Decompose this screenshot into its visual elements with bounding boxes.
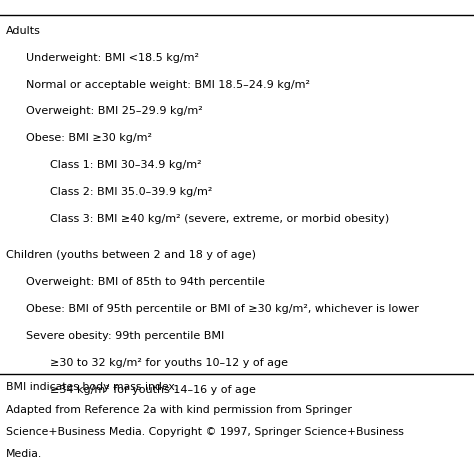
Text: Children (youths between 2 and 18 y of age): Children (youths between 2 and 18 y of a… [6,250,255,260]
Text: ≥30 to 32 kg/m² for youths 10–12 y of age: ≥30 to 32 kg/m² for youths 10–12 y of ag… [50,358,288,368]
Text: Class 1: BMI 30–34.9 kg/m²: Class 1: BMI 30–34.9 kg/m² [50,160,201,171]
Text: Adapted from Reference 2a with kind permission from Springer: Adapted from Reference 2a with kind perm… [6,405,352,415]
Text: BMI indicates body mass index.: BMI indicates body mass index. [6,382,178,392]
Text: Normal or acceptable weight: BMI 18.5–24.9 kg/m²: Normal or acceptable weight: BMI 18.5–24… [26,80,310,90]
Text: Severe obesity: 99th percentile BMI: Severe obesity: 99th percentile BMI [26,331,224,341]
Text: Obese: BMI ≥30 kg/m²: Obese: BMI ≥30 kg/m² [26,133,152,144]
Text: Obese: BMI of 95th percentile or BMI of ≥30 kg/m², whichever is lower: Obese: BMI of 95th percentile or BMI of … [26,304,419,314]
Text: Adults: Adults [6,26,41,36]
Text: ≥34 kg/m² for youths 14–16 y of age: ≥34 kg/m² for youths 14–16 y of age [50,385,255,395]
Text: Media.: Media. [6,449,42,459]
Text: Science+Business Media. Copyright © 1997, Springer Science+Business: Science+Business Media. Copyright © 1997… [6,427,403,437]
Text: Underweight: BMI <18.5 kg/m²: Underweight: BMI <18.5 kg/m² [26,53,199,63]
Text: Class 3: BMI ≥40 kg/m² (severe, extreme, or morbid obesity): Class 3: BMI ≥40 kg/m² (severe, extreme,… [50,214,389,225]
Text: Overweight: BMI of 85th to 94th percentile: Overweight: BMI of 85th to 94th percenti… [26,277,265,287]
Text: Class 2: BMI 35.0–39.9 kg/m²: Class 2: BMI 35.0–39.9 kg/m² [50,187,212,198]
Text: Overweight: BMI 25–29.9 kg/m²: Overweight: BMI 25–29.9 kg/m² [26,106,203,117]
